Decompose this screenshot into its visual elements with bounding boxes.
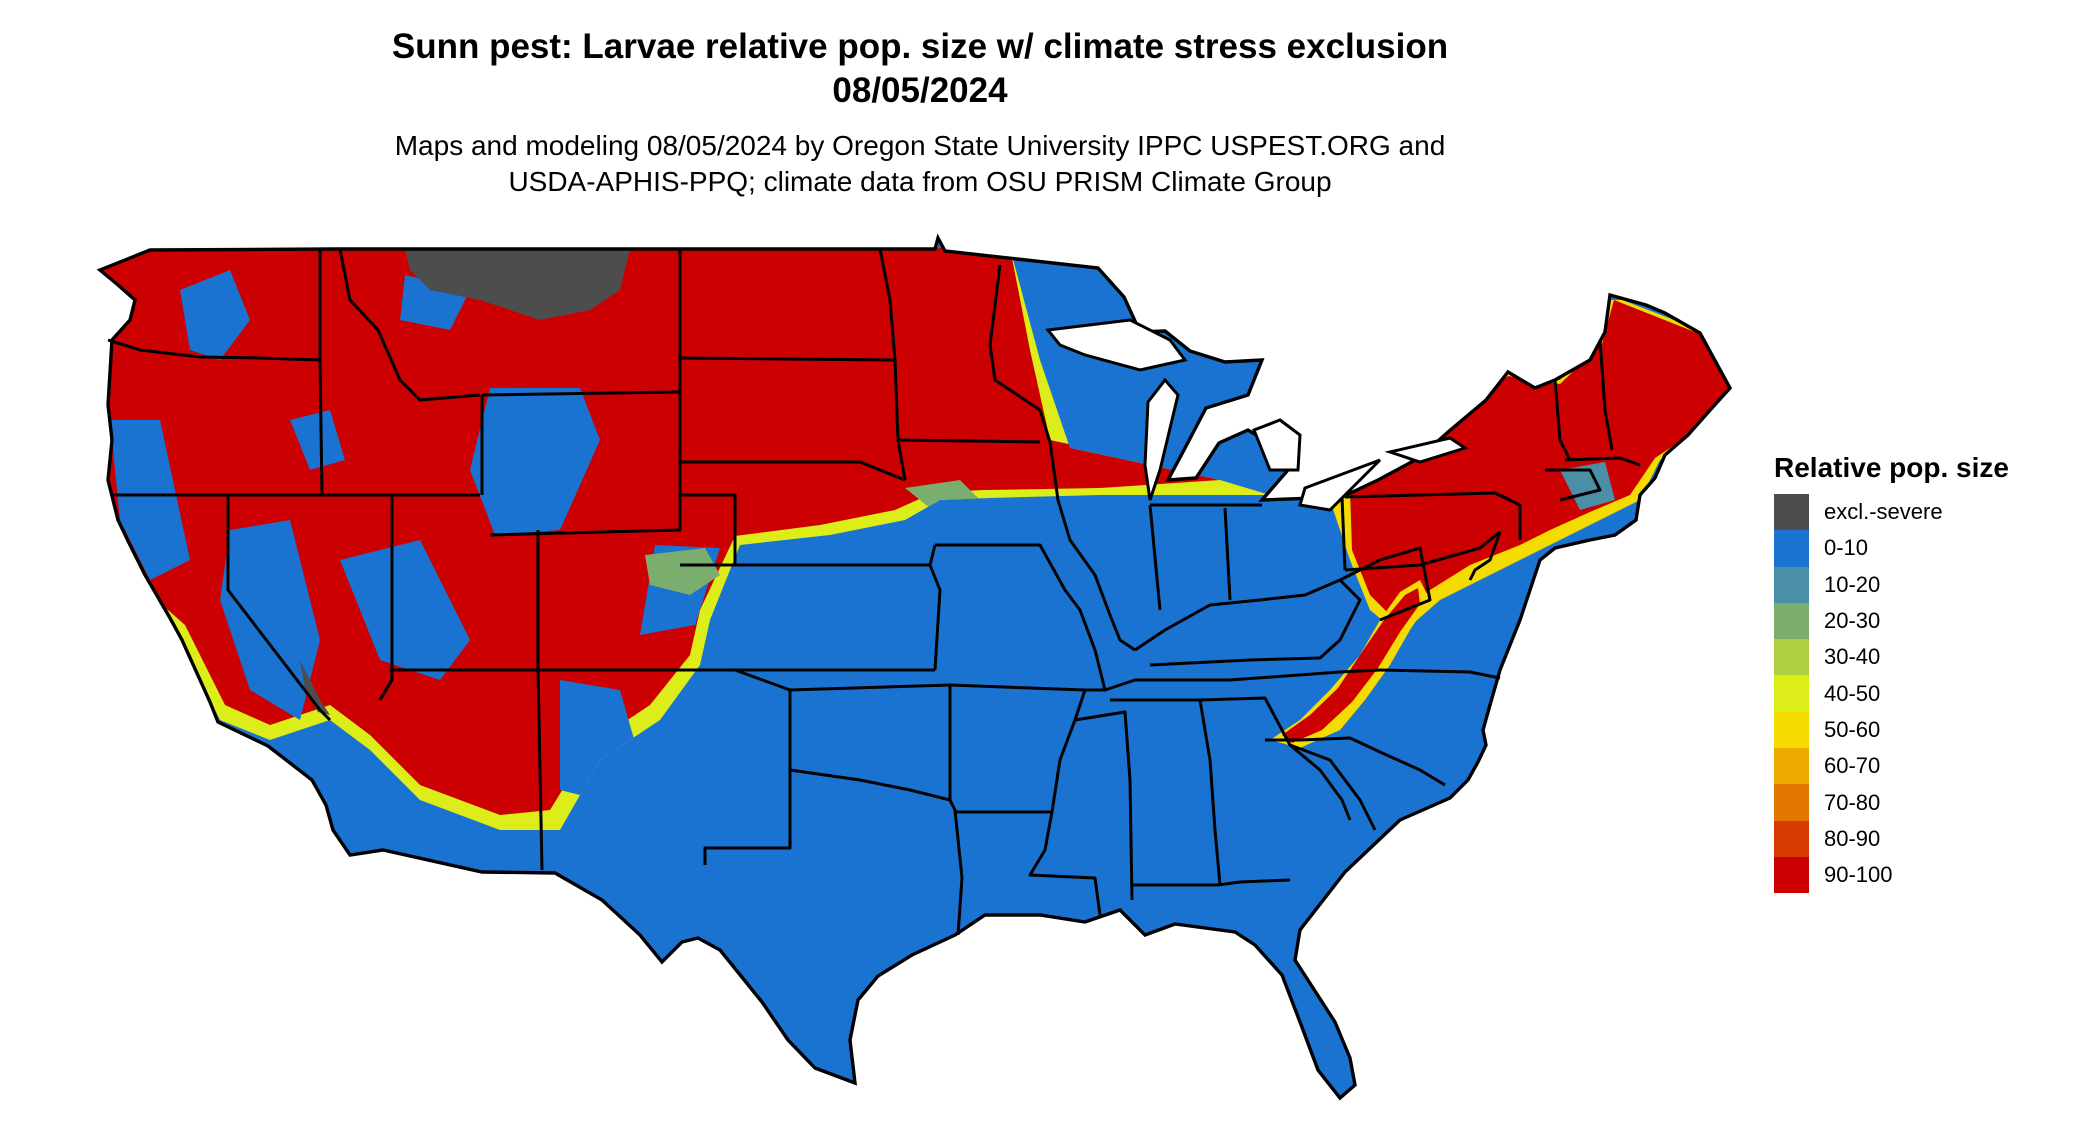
legend-item: 10-20 (1774, 566, 2074, 603)
legend-label: 20-30 (1824, 608, 1881, 634)
legend-title: Relative pop. size (1774, 452, 2009, 483)
legend-label: 60-70 (1824, 753, 1881, 779)
legend-label: 70-80 (1824, 789, 1881, 815)
legend-swatch (1774, 639, 1809, 676)
legend-item: 20-30 (1774, 602, 2074, 640)
legend-label: 30-40 (1824, 644, 1881, 670)
legend-item: 50-60 (1774, 711, 2074, 749)
legend-item: 90-100 (1774, 856, 2074, 894)
legend-swatch (1774, 711, 1809, 749)
population-raster (100, 238, 1730, 1098)
legend-swatch (1774, 494, 1809, 531)
legend-label: excl.-severe (1824, 499, 1943, 525)
legend: Relative pop. size excl.-severe 0-10 10-20… (1774, 450, 2074, 894)
legend-label: 0-10 (1824, 535, 1869, 561)
legend-label: 90-100 (1824, 862, 1893, 888)
legend-items: excl.-severe 0-10 10-20 20-30 30-40 40-50 50-6… (1774, 494, 2074, 894)
legend-swatch (1774, 856, 1809, 894)
legend-swatch (1774, 820, 1809, 857)
legend-item: excl.-severe (1774, 494, 2074, 531)
map-credit-line-2: USDA-APHIS-PPQ; climate data from OSU PR… (508, 166, 1332, 197)
legend-label: 80-90 (1824, 825, 1881, 851)
legend-item: 80-90 (1774, 820, 2074, 857)
legend-swatch (1774, 530, 1809, 567)
legend-swatch (1774, 566, 1809, 603)
legend-label: 10-20 (1824, 571, 1881, 597)
legend-item: 60-70 (1774, 748, 2074, 785)
legend-item: 0-10 (1774, 530, 2074, 567)
legend-swatch (1774, 748, 1809, 785)
legend-item: 70-80 (1774, 784, 2074, 821)
map-credit-line-1: Maps and modeling 08/05/2024 by Oregon S… (394, 130, 1446, 161)
legend-swatch (1774, 602, 1809, 640)
map-date: 08/05/2024 (832, 71, 1008, 110)
great-lakes (1045, 318, 1469, 512)
state-borders (107, 248, 1641, 936)
legend-label: 50-60 (1824, 716, 1881, 742)
legend-label: 40-50 (1824, 680, 1881, 706)
legend-swatch (1774, 675, 1809, 712)
legend-item: 40-50 (1774, 675, 2074, 712)
legend-item: 30-40 (1774, 639, 2074, 676)
map-title: Sunn pest: Larvae relative pop. size w/ … (391, 27, 1449, 66)
us-map (98, 236, 1732, 1100)
legend-swatch (1774, 784, 1809, 821)
